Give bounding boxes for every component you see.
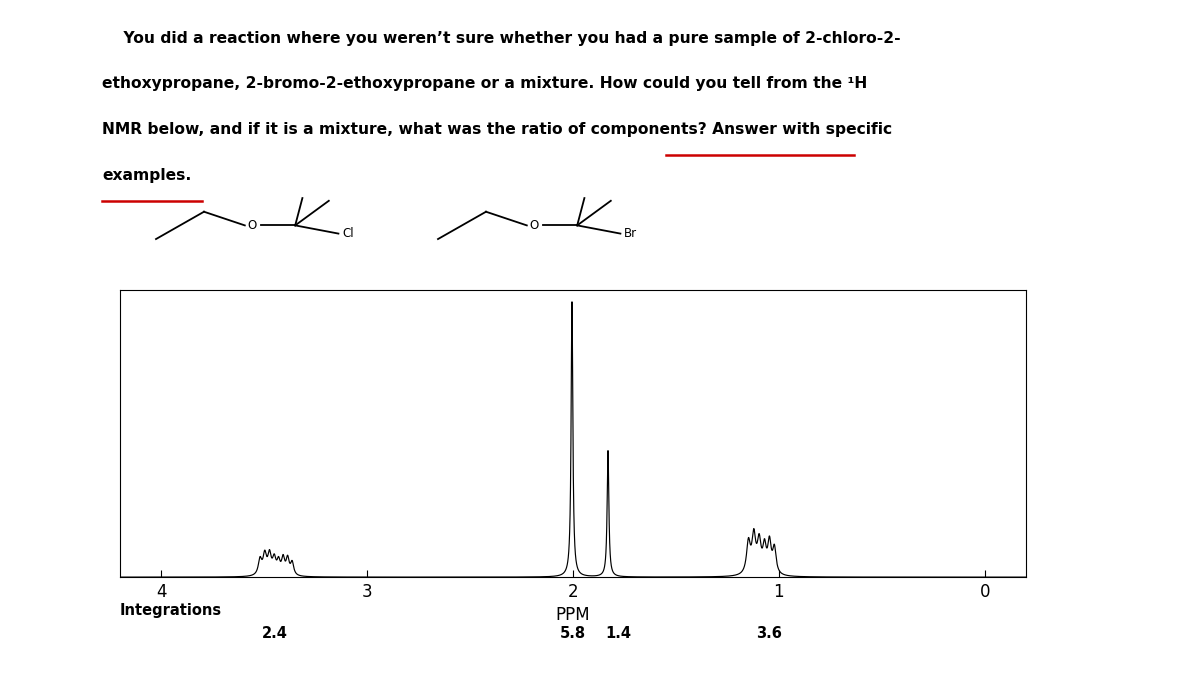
Text: Cl: Cl: [342, 227, 354, 240]
Text: 3.6: 3.6: [756, 626, 781, 641]
Text: O: O: [529, 219, 539, 232]
Text: Br: Br: [624, 227, 637, 240]
Text: Integrations: Integrations: [120, 603, 222, 618]
Text: 5.8: 5.8: [560, 626, 586, 641]
Text: O: O: [247, 219, 257, 232]
Text: 1.4: 1.4: [605, 626, 631, 641]
Text: NMR below, and if it is a mixture, what was the ratio of components? Answer with: NMR below, and if it is a mixture, what …: [102, 122, 892, 137]
Text: ethoxypropane, 2-bromo-2-ethoxypropane or a mixture. How could you tell from the: ethoxypropane, 2-bromo-2-ethoxypropane o…: [102, 76, 868, 92]
Text: examples.: examples.: [102, 168, 191, 183]
Text: You did a reaction where you weren’t sure whether you had a pure sample of 2-chl: You did a reaction where you weren’t sur…: [102, 31, 901, 46]
X-axis label: PPM: PPM: [556, 607, 590, 624]
Text: 2.4: 2.4: [262, 626, 287, 641]
